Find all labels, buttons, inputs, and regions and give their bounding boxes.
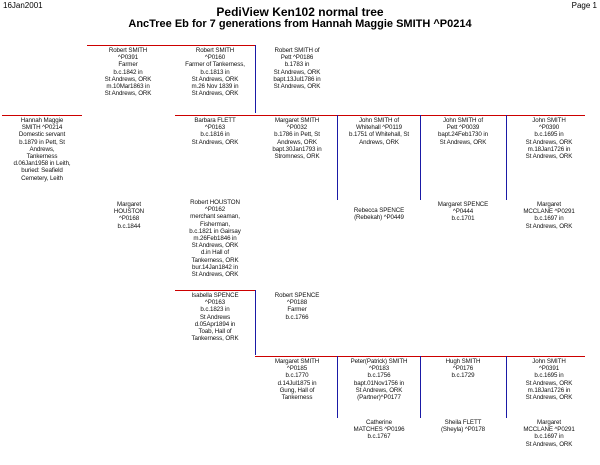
person-isabella-spence: Isabella SPENCE ^P0163 b.c.1823 in St An… (191, 292, 239, 343)
person-john-smith-of-pett: John SMITH of Pett ^P0039 bapt.24Feb1730… (438, 117, 488, 146)
person-hugh-smith: Hugh SMITH ^P0176 b.c.1729 (445, 358, 481, 380)
connector-line (506, 356, 507, 418)
person-margaret-smith-p0032: Margaret SMITH ^P0032 b.1786 in Pett, St… (272, 117, 322, 161)
person-peter-smith: Peter(Patrick) SMITH ^P0183 b.c.1756 bap… (350, 358, 408, 402)
print-date: 16Jan2001 (3, 1, 43, 10)
person-margaret-smith-p0185: Margaret SMITH ^P0185 b.c.1770 d.14Jul18… (274, 358, 320, 402)
person-margaret-houston: Margaret HOUSTON ^P0168 b.c.1844 (113, 201, 145, 230)
person-margaret-mcclane: Margaret MCCLANE ^P0291 b.c.1697 in St A… (523, 201, 575, 230)
person-rebecca-spence: Rebecca SPENCE (Rebekah) ^P0449 (353, 207, 405, 222)
page-number: Page 1 (571, 1, 597, 10)
person-barbara-flett: Barbara FLETT ^P0163 b.c.1816 in St Andr… (191, 117, 239, 146)
connector-line (255, 290, 256, 355)
connector-line (337, 356, 338, 418)
connector-line (87, 45, 255, 46)
person-catherine-matches: Catherine MATCHES ^P0196 b.c.1767 (353, 419, 405, 441)
person-john-smith-p0391: John SMITH ^P0391 b.c.1695 in St Andrews… (525, 358, 573, 402)
person-margaret-spence: Margaret SPENCE ^P0444 b.c.1701 (437, 201, 489, 223)
page-subtitle: AncTree Eb for 7 generations from Hannah… (128, 18, 472, 30)
person-robert-spence: Robert SPENCE ^P0188 Farmer b.c.1766 (274, 292, 320, 321)
person-john-smith-p0390: John SMITH ^P0390 b.c.1695 in St Andrews… (525, 117, 573, 161)
connector-line (420, 356, 421, 418)
person-hannah-smith: Hannah Maggie SMITH ^P0214 Domestic serv… (13, 117, 71, 182)
person-john-smith-whitehall: John SMITH of Whitehall ^P0119 b.1751 of… (349, 117, 409, 146)
connector-line (255, 45, 256, 113)
person-robert-houston: Robert HOUSTON ^P0162 merchant seaman, F… (189, 199, 241, 279)
person-robert-smith-p0391: Robert SMITH ^P0391 Farmer b.c.1842 in S… (104, 47, 152, 98)
connector-line (2, 115, 82, 116)
person-sheila-flett: Sheila FLETT (Sheyla) ^P0178 (440, 419, 486, 434)
connector-line (506, 115, 507, 200)
person-margaret-mcclane-2: Margaret MCCLANE ^P0291 b.c.1697 in St A… (523, 419, 575, 448)
connector-line (420, 115, 421, 200)
connector-line (175, 290, 255, 291)
person-robert-smith-of-pett: Robert SMITH of Pett ^P0186 b.1783 in St… (273, 47, 321, 91)
person-robert-smith-p0160: Robert SMITH ^P0160 Farmer of Tankerness… (185, 47, 245, 98)
connector-line (337, 115, 338, 200)
page-title: PediView Ken102 normal tree (216, 5, 384, 19)
connector-line (175, 115, 585, 116)
